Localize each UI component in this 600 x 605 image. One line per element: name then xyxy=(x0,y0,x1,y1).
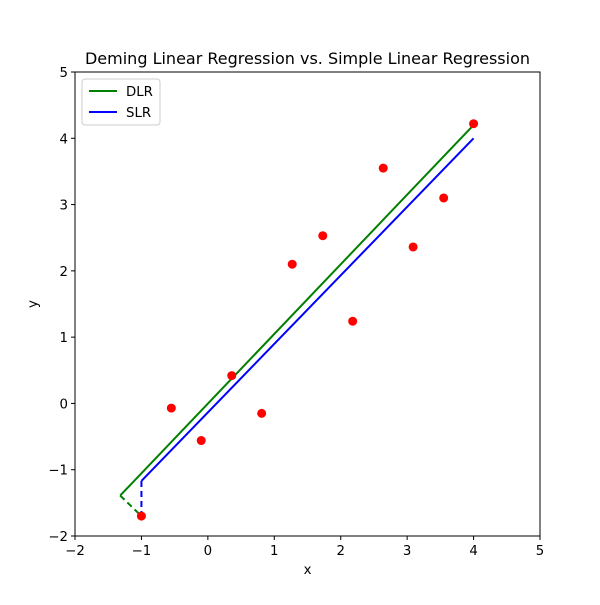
y-axis-label: y xyxy=(26,300,41,308)
y-tick-label: 3 xyxy=(60,199,68,214)
plot-area xyxy=(74,71,541,537)
data-point xyxy=(408,242,418,252)
data-point xyxy=(166,403,176,413)
y-tick-label: 0 xyxy=(60,397,68,412)
x-axis-label: x xyxy=(304,563,312,578)
data-point xyxy=(318,231,328,241)
x-tick-label: 5 xyxy=(536,544,544,559)
regression-line-dlr xyxy=(119,124,475,497)
data-point xyxy=(136,511,146,521)
data-point xyxy=(287,259,297,269)
data-point xyxy=(196,436,206,446)
regression-lines xyxy=(119,124,475,517)
data-points xyxy=(136,119,479,521)
legend-label-dlr: DLR xyxy=(126,85,153,100)
x-tick-label: −1 xyxy=(132,544,152,559)
ticks-layer: −2 −1 0 1 2 3 4 5 −2 −1 0 1 2 3 4 5 xyxy=(48,66,544,559)
y-tick-label: 2 xyxy=(60,265,68,280)
x-tick-label: 1 xyxy=(270,544,278,559)
y-tick-label: 5 xyxy=(60,66,68,81)
y-tick-label: −2 xyxy=(48,530,68,545)
data-point xyxy=(469,119,479,129)
y-tick-label: 4 xyxy=(60,132,68,147)
x-tick-label: 0 xyxy=(204,544,212,559)
legend-label-slr: SLR xyxy=(126,106,151,121)
y-tick-label: 1 xyxy=(60,331,68,346)
residual-line-dlr xyxy=(119,494,143,517)
x-tick-label: 4 xyxy=(469,544,477,559)
data-point xyxy=(257,408,267,418)
data-point xyxy=(348,316,358,326)
x-tick-label: 3 xyxy=(403,544,411,559)
x-tick-label: 2 xyxy=(336,544,344,559)
data-point xyxy=(227,371,237,381)
chart-title: Deming Linear Regression vs. Simple Line… xyxy=(85,49,530,68)
y-tick-label: −1 xyxy=(48,464,68,479)
data-point xyxy=(378,163,388,173)
plot-frame xyxy=(74,71,541,537)
data-point xyxy=(439,193,449,203)
x-tick-label: −2 xyxy=(65,544,85,559)
regression-line-slr xyxy=(140,137,475,482)
legend: DLR SLR xyxy=(81,78,161,126)
